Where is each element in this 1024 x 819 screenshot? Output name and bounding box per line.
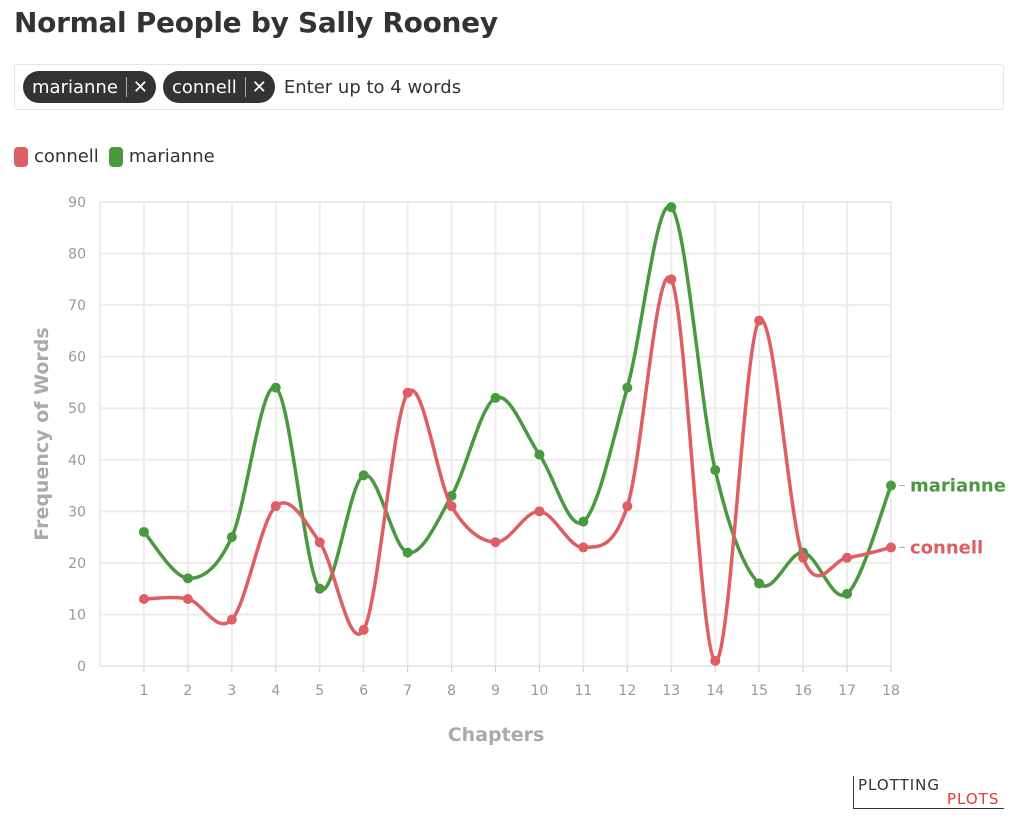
y-tick-label: 10: [68, 607, 86, 623]
data-point-marianne: [754, 578, 765, 589]
x-tick-label: 16: [794, 683, 812, 699]
legend-label: marianne: [128, 146, 215, 167]
data-point-connell: [798, 552, 809, 563]
x-tick-label: 7: [403, 683, 412, 699]
x-tick-label: 6: [359, 683, 368, 699]
plotting-plots-logo: PLOTTING PLOTS: [853, 776, 1004, 809]
legend-swatch-marianne: [108, 146, 123, 167]
data-point-connell: [358, 624, 369, 635]
y-tick-label: 40: [68, 453, 86, 469]
data-point-marianne: [622, 382, 633, 393]
legend-swatch-connell: [14, 146, 28, 167]
data-point-marianne: [490, 392, 501, 403]
x-tick-label: 18: [882, 683, 900, 699]
legend-item-marianne[interactable]: marianne: [108, 146, 215, 167]
data-point-marianne: [534, 449, 545, 460]
tag-separator: [125, 77, 127, 97]
x-tick-label: 8: [447, 683, 456, 699]
data-point-connell: [270, 501, 281, 512]
y-tick-label: 90: [68, 195, 86, 211]
data-point-marianne: [314, 583, 325, 594]
x-tick-label: 11: [574, 683, 592, 699]
data-point-connell: [490, 537, 501, 548]
data-point-marianne: [886, 480, 896, 491]
y-tick-label: 70: [68, 298, 86, 314]
word-tag-label: connell: [171, 76, 237, 98]
x-tick-label: 14: [706, 683, 724, 699]
data-point-connell: [138, 593, 149, 604]
y-axis-label: Frequency of Words: [31, 327, 53, 540]
data-point-connell: [622, 501, 633, 512]
x-tick-label: 10: [531, 683, 549, 699]
data-point-connell: [666, 274, 677, 285]
x-tick-label: 2: [183, 683, 192, 699]
x-tick-label: 17: [838, 683, 856, 699]
data-point-connell: [314, 537, 325, 548]
data-point-connell: [402, 387, 413, 398]
data-point-marianne: [402, 547, 413, 558]
y-tick-label: 60: [68, 350, 86, 366]
legend-label: connell: [34, 146, 99, 167]
logo-line-1: PLOTTING: [858, 776, 941, 794]
word-tag-connell: connell ✕: [162, 71, 275, 103]
y-tick-label: 50: [68, 401, 86, 417]
x-tick-label: 1: [139, 683, 148, 699]
x-tick-label: 4: [271, 683, 280, 699]
data-point-marianne: [358, 470, 369, 481]
data-point-connell: [182, 593, 193, 604]
series-end-label-marianne: marianne: [910, 476, 1006, 497]
data-point-marianne: [666, 202, 677, 213]
y-tick-label: 0: [77, 659, 86, 675]
legend-item-connell[interactable]: connell: [14, 146, 99, 167]
data-point-connell: [226, 614, 237, 625]
x-tick-label: 5: [315, 683, 324, 699]
y-tick-label: 20: [68, 556, 86, 572]
y-tick-label: 80: [68, 247, 86, 263]
data-point-marianne: [138, 526, 149, 537]
data-point-connell: [710, 655, 721, 666]
remove-tag-icon[interactable]: ✕: [251, 76, 267, 98]
series-line-connell: [143, 275, 892, 663]
remove-tag-icon[interactable]: ✕: [132, 76, 148, 98]
logo-line-2: PLOTS: [947, 790, 1000, 808]
x-tick-label: 12: [618, 683, 636, 699]
x-tick-label: 13: [662, 683, 680, 699]
word-tag-label: marianne: [32, 76, 118, 98]
data-point-marianne: [270, 382, 281, 393]
data-point-marianne: [226, 532, 237, 543]
data-point-marianne: [578, 516, 589, 527]
y-tick-label: 30: [68, 504, 86, 520]
x-tick-label: 9: [491, 683, 500, 699]
word-tag-input-box[interactable]: marianne ✕ connell ✕: [14, 64, 1004, 110]
chart-legend: connell marianne: [14, 146, 225, 167]
data-point-connell: [886, 542, 896, 553]
x-axis-label: Chapters: [448, 724, 545, 746]
data-point-marianne: [842, 588, 853, 599]
data-point-connell: [578, 542, 589, 553]
data-point-connell: [754, 315, 765, 326]
data-point-marianne: [182, 573, 193, 584]
data-point-connell: [446, 501, 457, 512]
data-point-connell: [534, 506, 545, 517]
data-point-marianne: [710, 465, 721, 476]
page-title: Normal People by Sally Rooney: [14, 6, 498, 39]
series-end-label-connell: connell: [910, 537, 983, 558]
x-tick-label: 15: [750, 683, 768, 699]
data-point-connell: [842, 552, 853, 563]
tag-separator: [244, 77, 246, 97]
word-search-input[interactable]: [281, 75, 586, 99]
word-tag-marianne: marianne ✕: [23, 71, 156, 103]
x-tick-label: 3: [227, 683, 236, 699]
